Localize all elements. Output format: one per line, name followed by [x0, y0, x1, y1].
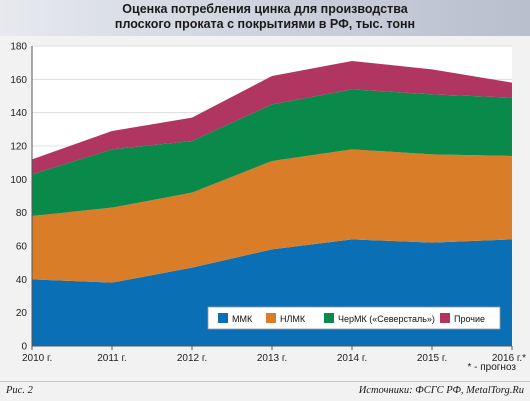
y-tick-label: 20: [16, 308, 28, 319]
legend-swatch: [440, 313, 450, 323]
forecast-note: * - прогноз: [467, 362, 516, 373]
x-tick-label: 2016 г.*: [492, 353, 526, 364]
x-tick-label: 2011 г.: [97, 353, 127, 364]
y-tick-label: 80: [16, 208, 28, 219]
x-tick-label: 2014 г.: [337, 353, 367, 364]
legend-swatch: [218, 313, 228, 323]
x-tick-label: 2013 г.: [257, 353, 287, 364]
figure-label: Рис. 2: [6, 385, 33, 396]
chart-title: Оценка потребления цинка для производств…: [0, 2, 530, 32]
title-band: [0, 0, 530, 36]
series-area: [32, 149, 512, 283]
title-line-2: плоского проката с покрытиями в РФ, тыс.…: [114, 17, 416, 31]
y-tick-label: 160: [10, 75, 27, 86]
legend-label: НЛМК: [280, 314, 306, 324]
source-note: Источники: ФСГС РФ, MetalTorg.Ru: [358, 385, 524, 396]
legend-swatch: [324, 313, 334, 323]
footer: Рис. 2 Источники: ФСГС РФ, MetalTorg.Ru: [0, 381, 530, 401]
title-line-1: Оценка потребления цинка для производств…: [122, 2, 408, 16]
legend-label: ЧерМК («Северсталь»): [338, 314, 435, 324]
series-area: [32, 61, 512, 175]
y-tick-label: 180: [10, 42, 27, 53]
chart: 0 20 40 60 80 100 120 140 160 180 2010 г. 2011 г. 20…: [10, 42, 526, 365]
y-tick-label: 100: [10, 175, 27, 186]
x-tick-label: 2015 г.: [417, 353, 447, 364]
y-tick-label: 120: [10, 142, 27, 153]
legend-label: Прочие: [454, 314, 485, 324]
x-tick-label: 2012 г.: [177, 353, 207, 364]
legend-box: [207, 306, 501, 330]
legend-swatch: [266, 313, 276, 323]
y-tick-label: 0: [21, 342, 27, 353]
series-area: [32, 89, 512, 216]
x-tick-label: 2010 г.: [22, 353, 52, 364]
y-tick-label: 40: [16, 275, 28, 286]
y-tick-label: 140: [10, 108, 27, 119]
y-tick-label: 60: [16, 242, 28, 253]
legend-label: ММК: [232, 314, 253, 324]
